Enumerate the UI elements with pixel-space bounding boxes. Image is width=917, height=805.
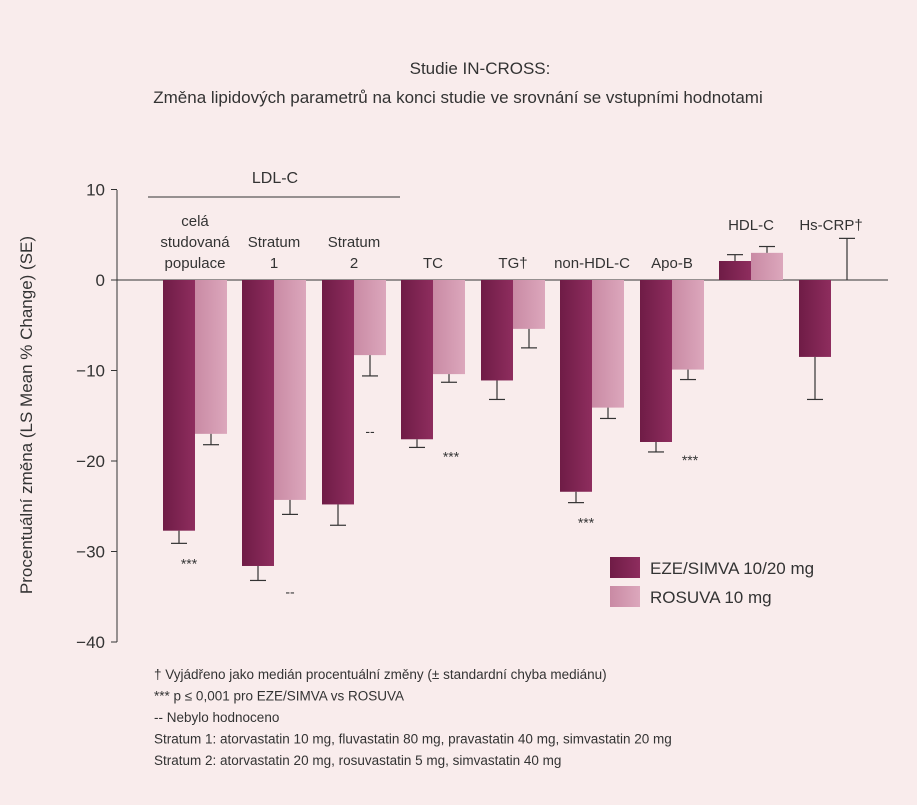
- bar-rosuva: [354, 280, 386, 356]
- chart-title: Studie IN-CROSS:: [410, 59, 551, 78]
- annotation-label: --: [285, 583, 295, 599]
- category-label: TG†: [498, 255, 527, 272]
- bar-rosuva: [274, 280, 306, 500]
- category-label: studovaná: [160, 234, 230, 251]
- bar-rosuva: [751, 252, 783, 280]
- category-label: 1: [270, 255, 278, 272]
- legend-swatch: [610, 557, 640, 578]
- bar-rosuva: [433, 280, 465, 375]
- y-tick-label: −40: [76, 633, 105, 652]
- footnote: Stratum 2: atorvastatin 20 mg, rosuvasta…: [154, 753, 561, 768]
- bar-eze-simva: [401, 280, 433, 440]
- category-label: Hs-CRP†: [799, 217, 862, 234]
- footnote: -- Nebylo hodnoceno: [154, 710, 279, 725]
- ldl-c-group-label: LDL-C: [252, 170, 298, 187]
- bar-rosuva: [592, 280, 624, 408]
- category-label: populace: [165, 255, 226, 272]
- bar-rosuva: [672, 280, 704, 370]
- annotation-label: ***: [181, 555, 198, 571]
- category-label: TC: [423, 255, 443, 272]
- y-axis-label: Procentuální změna (LS Mean % Change) (S…: [17, 236, 36, 594]
- plot-area: 10 0 −10 −20 −30 −40 celá studovaná populace Stra…: [76, 181, 888, 768]
- category-label: Stratum: [328, 234, 381, 251]
- y-tick-label: 0: [96, 271, 105, 290]
- chart-subtitle: Změna lipidových parametrů na konci stud…: [153, 88, 762, 107]
- category-label: Apo-B: [651, 255, 693, 272]
- legend-label: ROSUVA 10 mg: [650, 588, 772, 607]
- bar-eze-simva: [799, 280, 831, 357]
- annotation-label: ***: [443, 448, 460, 464]
- bar-eze-simva: [640, 280, 672, 442]
- category-label: 2: [350, 255, 358, 272]
- bar-eze-simva: [322, 280, 354, 505]
- footnote: *** p ≤ 0,001 pro EZE/SIMVA vs ROSUVA: [154, 689, 404, 704]
- bar-eze-simva: [560, 280, 592, 492]
- annotation-label: --: [365, 423, 375, 439]
- category-label: celá: [181, 213, 209, 230]
- bar-eze-simva: [481, 280, 513, 381]
- category-label: non-HDL-C: [554, 255, 630, 272]
- category-label: HDL-C: [728, 217, 774, 234]
- legend-swatch: [610, 586, 640, 607]
- annotation-label: ***: [578, 515, 595, 531]
- legend-label: EZE/SIMVA 10/20 mg: [650, 559, 814, 578]
- annotation-label: ***: [682, 452, 699, 468]
- footnote: † Vyjádřeno jako medián procentuální změ…: [154, 667, 607, 682]
- footnote: Stratum 1: atorvastatin 10 mg, fluvastat…: [154, 732, 672, 747]
- y-tick-label: 10: [86, 181, 105, 200]
- category-label: Stratum: [248, 234, 301, 251]
- y-tick-label: −10: [76, 362, 105, 381]
- bar-eze-simva: [163, 280, 195, 531]
- bar-eze-simva: [242, 280, 274, 566]
- y-tick-label: −20: [76, 452, 105, 471]
- bar-eze-simva: [719, 260, 751, 280]
- bar-rosuva: [195, 280, 227, 434]
- y-tick-label: −30: [76, 543, 105, 562]
- bar-rosuva: [513, 280, 545, 329]
